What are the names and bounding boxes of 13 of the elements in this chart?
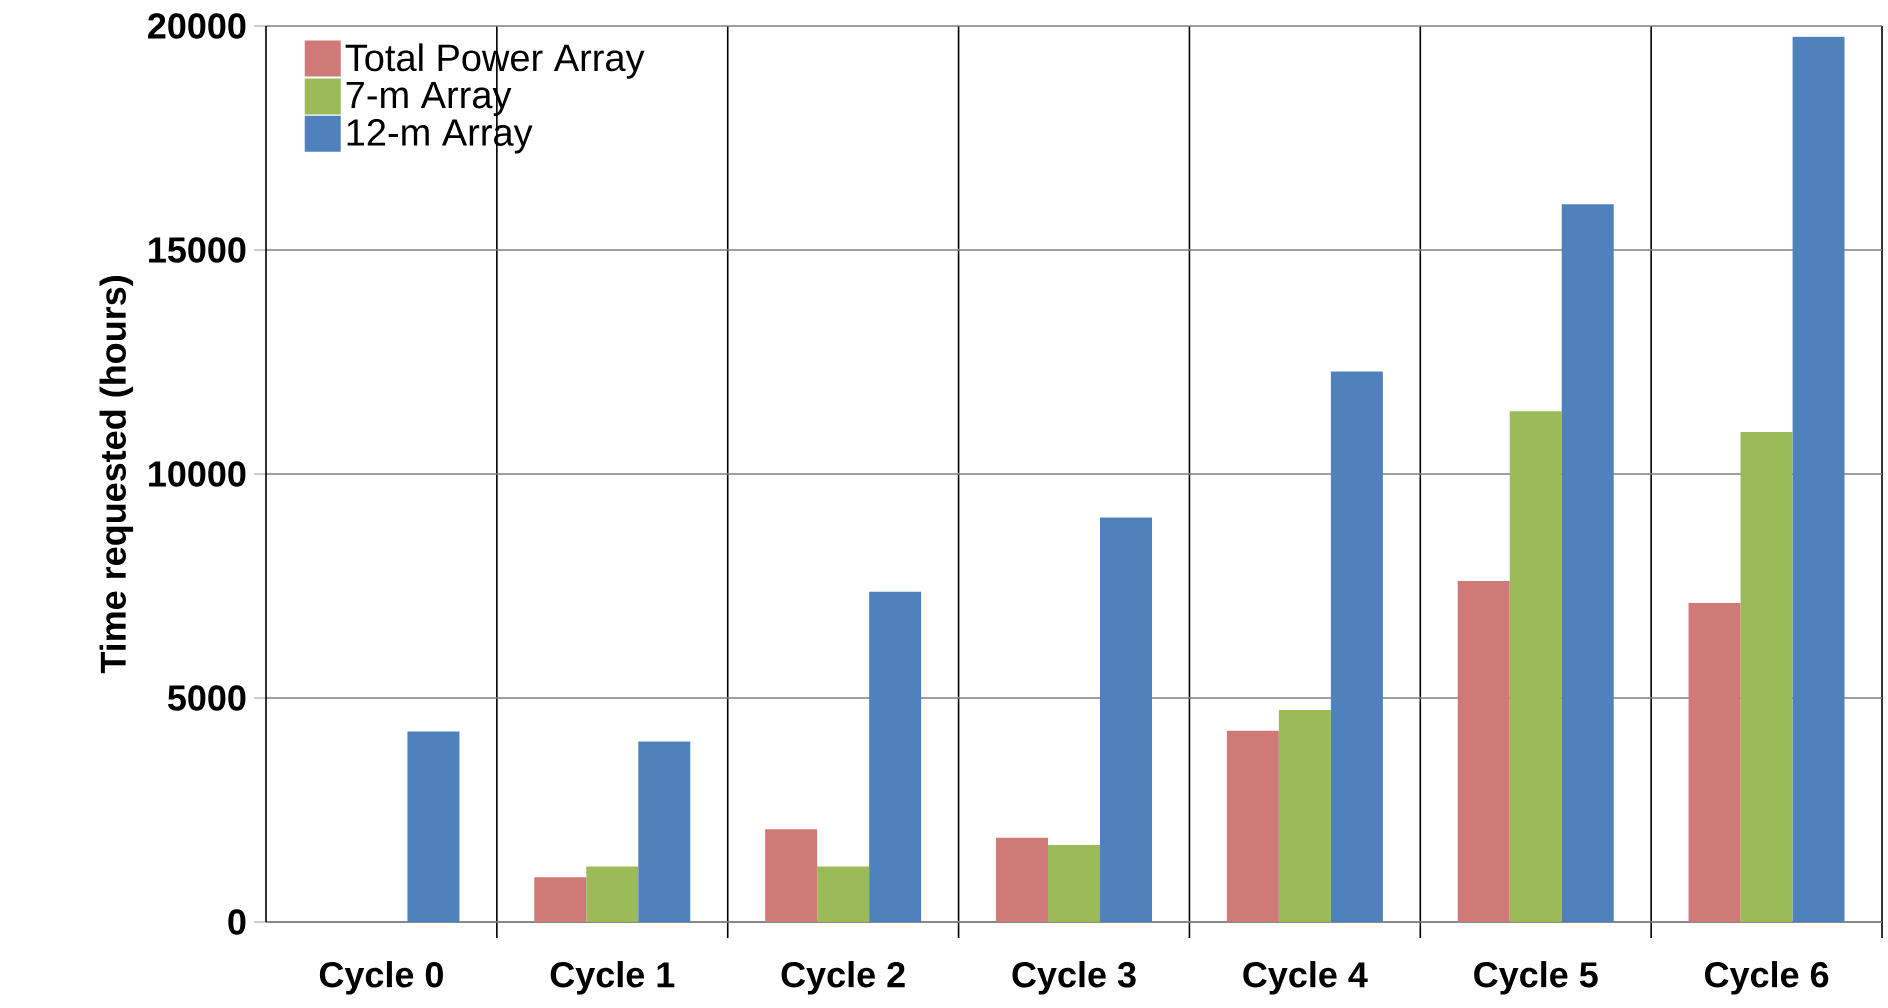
x-tick-label: Cycle 2: [781, 961, 905, 995]
x-tick-label: Cycle 5: [1474, 961, 1598, 995]
x-tick-label: Cycle 6: [1705, 961, 1829, 995]
y-tick-label: 5000: [167, 685, 246, 711]
x-tick-label: Cycle 0: [319, 961, 443, 995]
y-tick-label: 15000: [149, 237, 246, 263]
x-tick-label: Cycle 4: [1243, 961, 1368, 995]
x-tick-label: Cycle 3: [1012, 961, 1136, 995]
y-axis-title: Time requested (hours): [99, 276, 134, 674]
y-tick-label: 0: [228, 909, 246, 935]
y-tick-label: 10000: [149, 461, 246, 487]
x-tick-label: Cycle 1: [550, 961, 675, 995]
y-tick-label: 20000: [148, 13, 246, 39]
